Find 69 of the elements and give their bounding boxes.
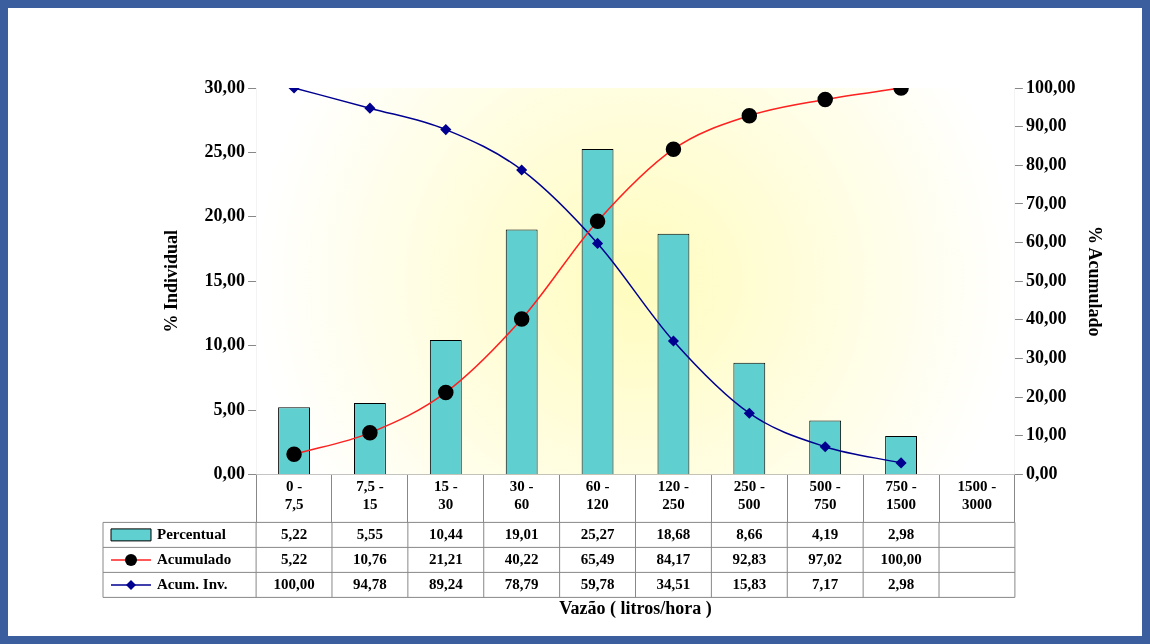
y2-axis-title: % Acumulado: [1084, 225, 1105, 337]
x-tick-label: 0 - 7,5: [284, 478, 304, 513]
y-tick-label: 25,00: [204, 141, 246, 162]
data-label: 89,24: [428, 575, 464, 592]
data-label: 18,68: [656, 525, 691, 542]
point: [440, 124, 452, 135]
point: [744, 407, 755, 419]
x-tick-label: 500 - 750: [809, 478, 841, 513]
data-label: 2,98: [887, 525, 915, 542]
point: [668, 335, 679, 347]
x-tick-label: 1500 - 3000: [957, 478, 997, 513]
data-label: 8,66: [736, 525, 763, 542]
data-label: 84,17: [656, 550, 691, 567]
data-label: 94,78: [353, 575, 387, 592]
legend-label: Percentual: [157, 525, 226, 542]
data-label: 65,49: [580, 550, 615, 567]
y2-tick-label: 70,00: [1025, 192, 1067, 213]
data-label: 92,83: [732, 550, 767, 567]
y-axis-title: % Individual: [161, 229, 182, 333]
y2-tick-label: 30,00: [1025, 347, 1067, 368]
data-label: 7,17: [812, 575, 839, 592]
data-label: 40,22: [504, 550, 539, 567]
point: [516, 164, 527, 176]
data-label: 10,76: [353, 550, 388, 567]
data-label: 2,98: [887, 575, 915, 592]
y2-tick-label: 50,00: [1025, 269, 1067, 290]
y2-tick-label: 90,00: [1025, 115, 1067, 136]
y2-tick-label: 100,00: [1025, 76, 1076, 97]
data-label: 21,21: [428, 550, 463, 567]
y2-tick-label: 10,00: [1025, 424, 1067, 445]
data-label: 34,51: [656, 575, 691, 592]
point: [364, 102, 376, 114]
data-label: 19,01: [504, 525, 539, 542]
y-tick-label: 30,00: [204, 76, 246, 97]
data-label: 10,44: [428, 525, 464, 542]
y-tick-label: 5,00: [213, 398, 246, 419]
data-label: 100,00: [880, 550, 922, 567]
data-label: 15,83: [732, 575, 767, 592]
data-label: 5,22: [280, 550, 308, 567]
data-label: 78,79: [504, 575, 539, 592]
y2-tick-label: 60,00: [1025, 231, 1067, 252]
legend-label: Acum. Inv.: [157, 575, 228, 592]
x-tick-label: 750 - 1500: [885, 478, 917, 513]
point: [592, 238, 603, 249]
data-label: 5,22: [280, 525, 308, 542]
legend-label: Acumulado: [157, 550, 232, 567]
data-label: 25,27: [580, 525, 615, 542]
x-tick-label: 60 - 120: [585, 478, 610, 513]
data-label: 100,00: [273, 575, 315, 592]
y-tick-label: 10,00: [204, 334, 246, 355]
x-axis-title: Vazão ( litros/hora ): [559, 597, 712, 619]
y2-tick-label: 40,00: [1025, 308, 1067, 329]
y-tick-label: 15,00: [204, 269, 246, 290]
y2-tick-label: 0,00: [1025, 463, 1058, 484]
y-tick-label: 0,00: [213, 463, 246, 484]
x-tick-label: 30 - 60: [509, 478, 534, 513]
x-tick-label: 250 - 500: [733, 478, 765, 513]
y2-tick-label: 80,00: [1025, 153, 1067, 174]
y-tick-label: 20,00: [204, 205, 246, 226]
x-tick-label: 7,5 - 15: [356, 478, 384, 513]
x-tick-label: 120 - 250: [657, 478, 690, 513]
data-label: 59,78: [580, 575, 615, 592]
point: [819, 441, 831, 452]
x-tick-label: 15 - 30: [433, 478, 458, 513]
data-label: 97,02: [808, 550, 843, 567]
data-label: 4,19: [812, 525, 839, 542]
point: [895, 457, 907, 469]
data-label: 5,55: [356, 525, 384, 542]
y2-tick-label: 20,00: [1025, 385, 1067, 406]
